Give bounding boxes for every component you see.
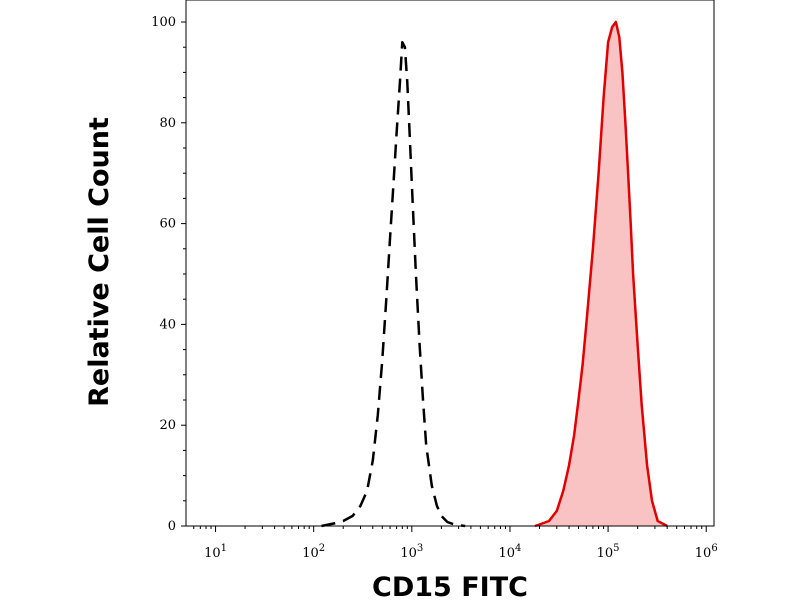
y-tick-label: 80 <box>159 116 176 131</box>
series-layer <box>321 20 668 528</box>
series-0-line <box>321 40 466 528</box>
y-tick-label: 100 <box>151 15 176 30</box>
y-tick-layer: 0 20 40 60 80 100 <box>151 15 186 534</box>
x-tick-label-base: 10 <box>498 546 515 561</box>
x-tick-label-exponent: 6 <box>711 543 717 554</box>
x-tick-label: 104 <box>498 543 521 561</box>
x-tick-label-base: 10 <box>302 546 319 561</box>
series-1-line <box>534 20 668 528</box>
y-tick-label: 20 <box>159 418 176 433</box>
x-tick-label-exponent: 4 <box>515 543 521 554</box>
x-tick-label-base: 10 <box>204 546 221 561</box>
x-tick-layer: 101 102 103 104 105 106 <box>193 526 718 561</box>
x-tick-label-base: 10 <box>597 546 614 561</box>
axes-layer <box>185 0 714 527</box>
x-tick-label-exponent: 1 <box>221 543 227 554</box>
x-tick-label-base: 10 <box>695 546 712 561</box>
series-1-fill <box>535 22 668 526</box>
x-tick-label-base: 10 <box>400 546 417 561</box>
y-axis-title: Relative Cell Count <box>84 117 115 407</box>
x-tick-label: 105 <box>597 543 620 561</box>
x-tick-label-exponent: 5 <box>613 543 619 554</box>
x-tick-label-exponent: 3 <box>417 543 423 554</box>
x-tick-label: 102 <box>302 543 325 561</box>
x-tick-label: 103 <box>400 543 423 561</box>
y-tick-label: 40 <box>159 317 176 332</box>
y-tick-label: 60 <box>159 217 176 232</box>
x-axis-title: CD15 FITC <box>372 572 528 600</box>
x-tick-label-exponent: 2 <box>319 543 325 554</box>
x-tick-label: 106 <box>695 543 718 561</box>
x-tick-label: 101 <box>204 543 227 561</box>
y-tick-label: 0 <box>168 519 176 534</box>
